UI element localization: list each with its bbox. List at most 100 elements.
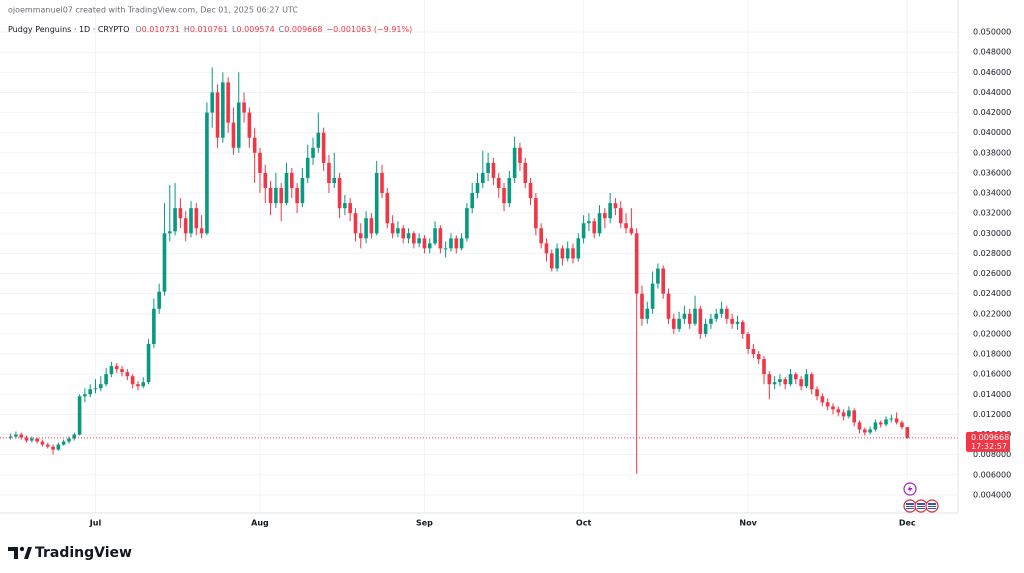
y-tick-label: 0.022000 (973, 309, 1011, 318)
candle-body (268, 188, 273, 204)
x-tick-label: Sep (416, 519, 433, 528)
candle-body (756, 354, 761, 360)
y-tick-label: 0.026000 (973, 269, 1011, 278)
candle-body (14, 434, 18, 437)
candle-body (300, 177, 305, 204)
y-tick-label: 0.042000 (973, 108, 1011, 117)
y-tick-label: 0.012000 (973, 410, 1011, 419)
candle-body (682, 313, 687, 319)
candle-body (884, 419, 888, 425)
candle-body (247, 112, 252, 138)
candle-body (794, 374, 798, 380)
candle-body (231, 122, 236, 148)
candle-body (226, 82, 230, 123)
candle-body (358, 233, 363, 239)
candle-body (8, 436, 13, 438)
candle-body (167, 231, 172, 234)
flag-icons[interactable] (903, 499, 939, 513)
candle-body (788, 374, 793, 385)
y-tick-label: 0.030000 (973, 229, 1011, 238)
candle-body (709, 318, 713, 324)
candle-body (465, 208, 469, 239)
candle-body (438, 228, 443, 249)
candle-body (152, 308, 156, 344)
candle-body (396, 228, 400, 234)
candle-body (449, 238, 453, 249)
candle-body (873, 422, 878, 430)
candle-body (433, 228, 437, 244)
y-tick-label: 0.048000 (973, 48, 1011, 57)
candle-body (390, 223, 395, 234)
y-tick-label: 0.040000 (973, 128, 1011, 137)
candle-body (454, 238, 459, 249)
candle-body (767, 374, 772, 385)
candle-body (24, 437, 29, 441)
candle-body (146, 343, 151, 383)
y-tick-label: 0.028000 (973, 249, 1011, 258)
candle-body (735, 321, 740, 324)
candle-body (608, 203, 612, 219)
candle-body (640, 293, 644, 319)
candle-body (343, 203, 347, 209)
candle-body (364, 218, 368, 239)
candle-body (136, 384, 140, 387)
candle-body (645, 308, 650, 319)
y-tick-label: 0.032000 (973, 209, 1011, 218)
candle-body (475, 182, 480, 194)
candle-body (549, 253, 554, 269)
candle-body (199, 228, 204, 234)
candle-body (35, 438, 39, 442)
candle-body (703, 323, 708, 334)
candle-body (783, 379, 788, 385)
candle-body (693, 308, 697, 324)
candle-body (857, 422, 862, 430)
y-tick-label: 0.038000 (973, 148, 1011, 157)
candle-body (762, 359, 766, 375)
candle-body (40, 441, 45, 445)
event-icon-bolt (907, 485, 913, 493)
candle-body (221, 82, 225, 138)
candle-body (295, 188, 299, 204)
candles (0, 67, 958, 474)
candle-body (496, 177, 501, 189)
candle-body (99, 384, 103, 389)
candle-body (401, 228, 406, 239)
candle-body (380, 172, 384, 194)
candle-body (481, 172, 485, 183)
candle-body (523, 162, 528, 183)
candle-body (740, 321, 745, 334)
candle-body (412, 233, 416, 244)
candle-body (847, 410, 851, 417)
candle-body (93, 388, 98, 390)
candle-body (677, 318, 681, 329)
candle-body (104, 374, 108, 385)
candle-body (30, 438, 34, 441)
last-price-tag (966, 431, 1010, 452)
ohlc-value: 0.010761 (190, 25, 228, 34)
candle-body (889, 418, 894, 420)
change: −0.001063 (−9.91%) (326, 25, 412, 34)
candle-body (571, 248, 575, 259)
candle-body (183, 218, 188, 234)
candle-body (279, 188, 283, 204)
candle-body (19, 434, 24, 438)
candle-body (544, 243, 549, 254)
candle-body (162, 233, 167, 292)
candle-body (114, 366, 119, 370)
x-tick-label: Oct (576, 519, 592, 528)
y-tick-label: 0.006000 (973, 470, 1011, 479)
candle-body (634, 233, 639, 294)
symbol: Pudgy Penguins · 1D · CRYPTO (8, 25, 129, 34)
candle-body (443, 248, 448, 250)
attribution: ojoemmanuel07 created with TradingView.c… (8, 6, 298, 15)
candle-body (725, 308, 729, 319)
ohlc-value: 0.010731 (142, 25, 180, 34)
y-tick-label: 0.020000 (973, 329, 1011, 338)
candle-body (719, 308, 724, 314)
candle-body (109, 366, 114, 375)
candle-body (77, 396, 82, 435)
candle-body (825, 402, 830, 407)
candle-body (210, 92, 215, 113)
ohlc-value: 0.009574 (237, 25, 275, 34)
